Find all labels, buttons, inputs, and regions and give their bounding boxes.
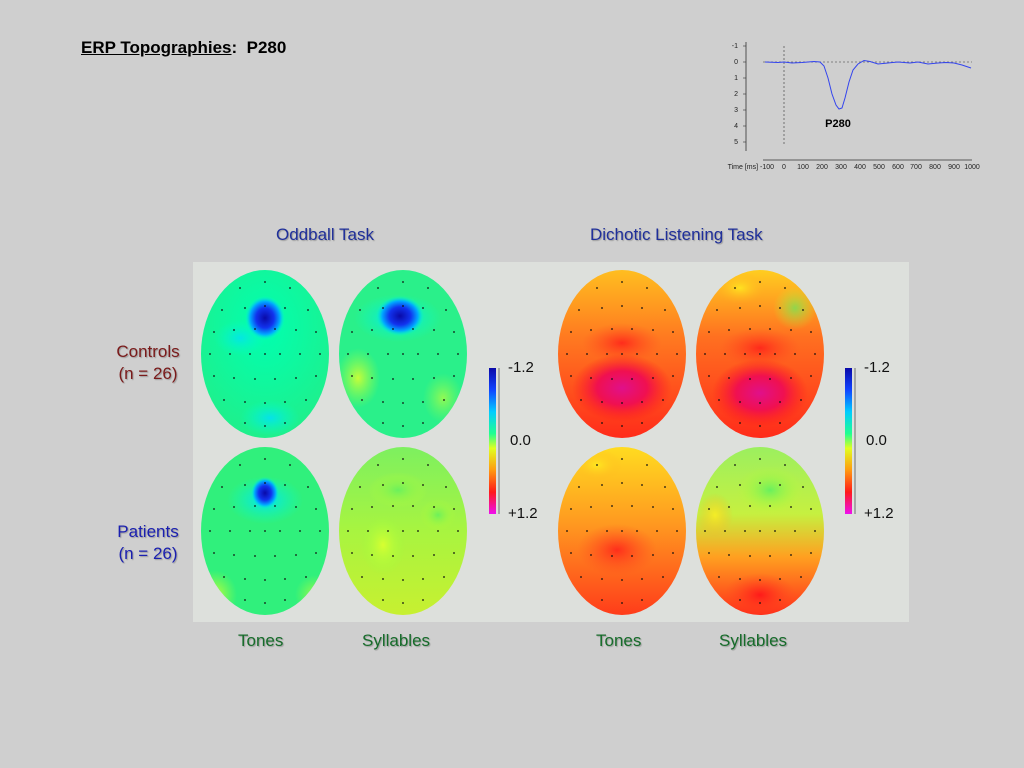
erp-y-tick: 2 [734,91,738,98]
erp-x-tick: Time [ms] -100 [728,164,775,171]
colorbar-oddball-top: -1.2 [508,359,534,376]
colorbar-dichotic-mid: 0.0 [866,432,887,449]
erp-waveform-svg: -1 0 1 2 3 4 5 Time [ms] -100 0 100 200 … [728,42,980,171]
group-label-patients: Patients (n = 26) [100,521,196,565]
erp-x-tick: 1000 [964,164,980,171]
map-dichotic-controls-tones [558,270,686,438]
slide-title: ERP Topographies: P280 [81,38,286,58]
slide-title-colon: : [231,38,238,57]
erp-y-tick: 5 [734,139,738,146]
cond-label-dichotic-tones: Tones [596,631,642,650]
group-n-patients: (n = 26) [118,544,178,563]
topography-svg [201,270,856,615]
erp-x-tick: 800 [929,164,941,171]
map-dichotic-patients-tones [558,447,686,615]
erp-waveform-inset: -1 0 1 2 3 4 5 Time [ms] -100 0 100 200 … [718,36,982,176]
topography-panel [193,262,909,622]
group-name-controls: Controls [116,342,180,361]
map-dichotic-controls-syllables [696,270,824,438]
slide-title-component: P280 [246,38,287,57]
erp-x-tick: 500 [873,164,885,171]
erp-x-tick: 200 [816,164,828,171]
map-oddball-controls-tones [201,270,329,438]
colorbar-dichotic-bottom: +1.2 [864,505,894,522]
map-oddball-patients-tones [201,447,329,615]
erp-peak-label: P280 [825,118,851,130]
erp-waveform-line [764,59,972,110]
erp-x-tick: 700 [910,164,922,171]
erp-y-tick: 4 [734,123,738,130]
erp-x-tick: 100 [797,164,809,171]
task-title-oddball: Oddball Task [276,225,374,244]
erp-x-tick: 600 [892,164,904,171]
erp-x-tick: 0 [782,164,786,171]
group-name-patients: Patients [117,522,179,541]
colorbar-dichotic-top: -1.2 [864,359,890,376]
map-oddball-patients-syllables [339,447,467,615]
map-oddball-controls-syllables [339,270,467,438]
group-label-controls: Controls (n = 26) [100,341,196,385]
erp-y-tick: 1 [734,75,738,82]
erp-y-ticks: -1 0 1 2 3 4 5 [732,43,746,146]
erp-y-tick: 0 [734,59,738,66]
erp-y-tick: -1 [732,43,738,50]
slide-title-main: ERP Topographies [81,38,232,57]
task-title-dichotic: Dichotic Listening Task [590,225,763,244]
erp-y-tick: 3 [734,107,738,114]
colorbar-dichotic [845,368,856,514]
erp-x-tick: 300 [835,164,847,171]
cond-label-oddball-tones: Tones [238,631,284,650]
cond-label-oddball-syllables: Syllables [362,631,431,650]
cond-label-dichotic-syllables: Syllables [719,631,788,650]
erp-x-tick: 900 [948,164,960,171]
map-dichotic-patients-syllables [696,447,824,615]
colorbar-oddball [489,368,500,514]
erp-x-ticks: Time [ms] -100 0 100 200 300 400 500 600… [728,164,980,171]
group-n-controls: (n = 26) [118,364,178,383]
erp-x-tick: 400 [854,164,866,171]
colorbar-oddball-bottom: +1.2 [508,505,538,522]
colorbar-oddball-mid: 0.0 [510,432,531,449]
